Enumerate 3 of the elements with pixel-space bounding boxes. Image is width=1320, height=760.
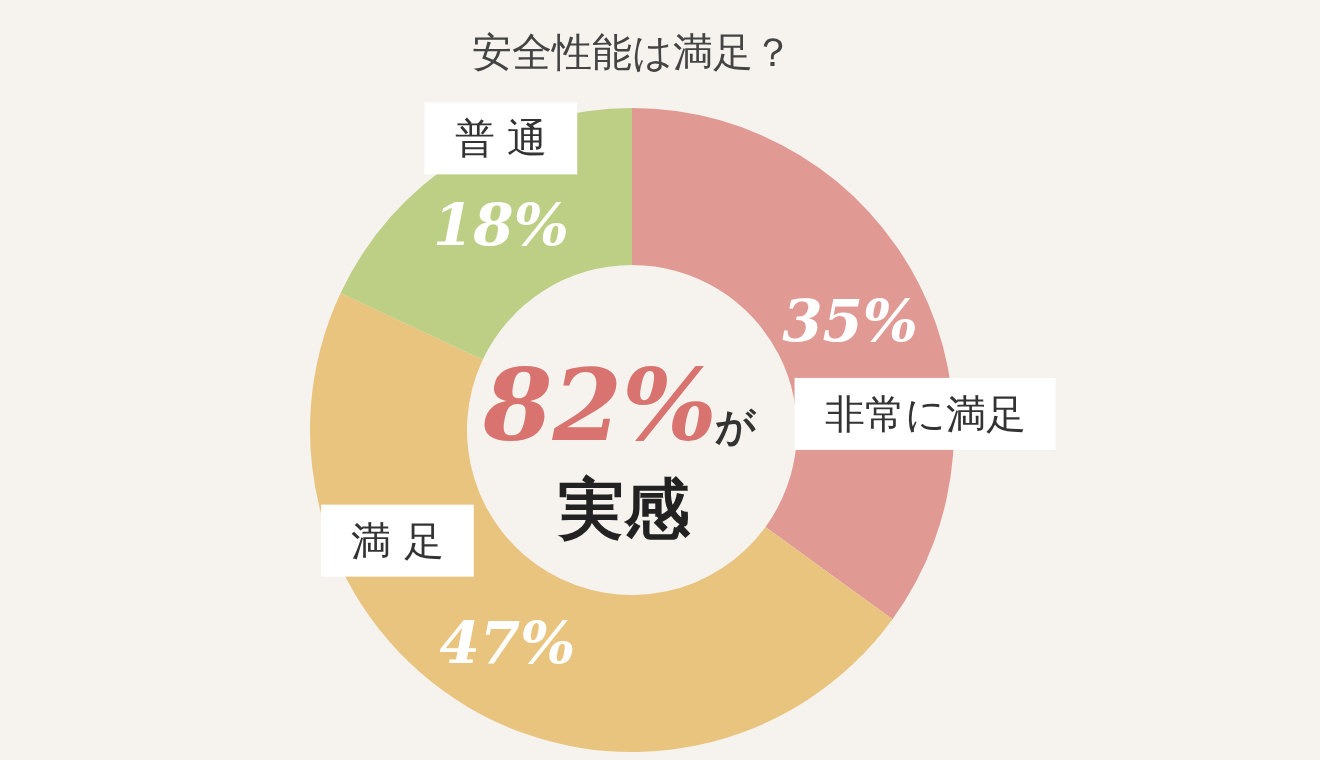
annotation: 実感: [558, 471, 690, 548]
annotation: が: [715, 403, 756, 449]
title: 安全性能は満足？: [471, 29, 793, 75]
